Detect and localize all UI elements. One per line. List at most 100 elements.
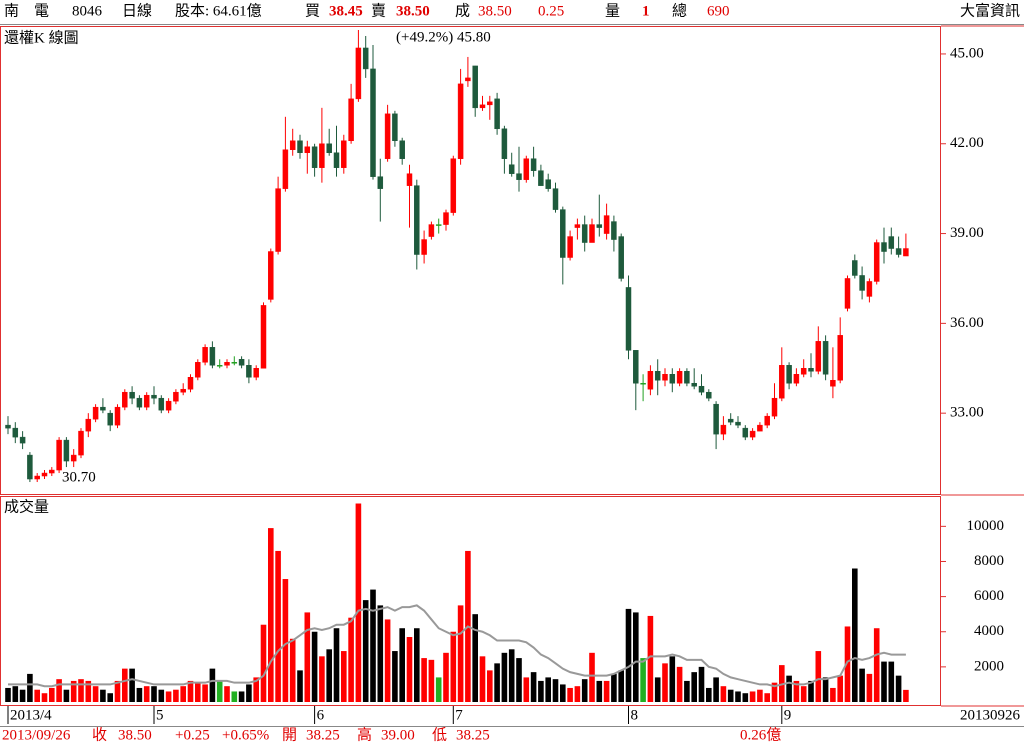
volume-bar — [589, 652, 595, 702]
volume-bar — [122, 668, 128, 702]
y-tick-label: 10000 — [967, 518, 1005, 534]
candle-body — [319, 143, 325, 168]
volume-bar — [895, 675, 902, 702]
candle-body — [800, 368, 807, 375]
candle-body — [297, 140, 303, 153]
ask-label: 賣 — [371, 2, 386, 19]
volume-bar — [764, 693, 770, 702]
volume-bar — [530, 672, 537, 702]
y-tick-label: 2000 — [974, 658, 1004, 674]
candle-body — [713, 403, 719, 435]
y-tick-label: 33.00 — [950, 405, 984, 421]
x-tick-label: 7 — [455, 707, 463, 723]
volume-bar — [757, 689, 763, 702]
volume-bar — [355, 503, 362, 702]
high-label: 高 — [357, 726, 372, 743]
candle-body — [487, 101, 493, 106]
close: 38.50 — [118, 727, 152, 743]
candle-body — [414, 185, 420, 255]
volume-bar — [100, 689, 106, 702]
vendor: 大富資訊 — [960, 1, 1020, 19]
candle-body — [253, 368, 259, 378]
volume-bar — [19, 689, 26, 702]
candle-body — [202, 347, 208, 363]
volume-bar — [450, 631, 457, 702]
open-label: 開 — [282, 727, 297, 743]
volume-bar — [793, 680, 800, 702]
volume-title: 成交量 — [4, 497, 49, 515]
ask: 38.50 — [396, 3, 430, 19]
volume-bar — [5, 687, 11, 702]
volume-bar — [377, 605, 384, 702]
high: 39.00 — [381, 727, 415, 743]
volume-bar — [41, 693, 48, 702]
candle-body — [246, 365, 252, 378]
candle-body — [70, 454, 77, 462]
volume-bar — [107, 693, 113, 702]
candle-body — [450, 158, 457, 213]
candle-body — [136, 397, 143, 408]
volume-bar — [808, 680, 814, 702]
volume-bar — [27, 673, 33, 702]
candle-body — [326, 143, 332, 153]
volume-bar — [647, 615, 654, 702]
volume-bar — [523, 677, 530, 702]
candle-body — [764, 415, 770, 426]
deal: 38.50 — [478, 3, 512, 19]
candle-body — [647, 371, 654, 390]
status-date: 2013/09/26 — [2, 727, 71, 743]
volume-bar — [873, 628, 880, 702]
candle-body — [538, 170, 544, 186]
volume-bar — [180, 686, 186, 702]
volume-bar — [268, 528, 274, 702]
candle-body — [129, 391, 135, 399]
candle-body — [552, 188, 559, 210]
volume-bar — [669, 656, 676, 702]
volume-bar — [684, 680, 690, 702]
volume-bar — [238, 691, 245, 702]
volume-bar — [399, 628, 405, 702]
volume-bar — [830, 687, 836, 702]
candle-body — [720, 424, 727, 435]
candle-body — [78, 430, 84, 456]
candle-body — [333, 152, 340, 168]
candle-body — [895, 248, 902, 255]
candle-body — [523, 158, 530, 180]
candle-body — [494, 98, 500, 130]
candle-body — [85, 418, 92, 432]
candle-body — [472, 65, 478, 109]
volume-bar — [837, 675, 843, 702]
candle-body — [603, 215, 610, 234]
volume-bar — [282, 579, 289, 702]
volume-bar — [297, 670, 303, 702]
candle-body — [676, 371, 683, 384]
volume-bar — [49, 687, 55, 702]
last-date: 20130926 — [960, 707, 1021, 723]
change: +0.25 — [175, 727, 210, 743]
candle-body — [611, 221, 617, 240]
low-label: 低 — [432, 726, 447, 743]
pct: +0.65% — [222, 727, 269, 743]
candle-body — [771, 397, 778, 417]
volume-bar — [633, 612, 639, 702]
volume-bar — [611, 673, 617, 702]
candle-body — [304, 146, 311, 153]
bid: 38.45 — [329, 3, 363, 19]
candle-body — [341, 140, 347, 168]
candle-body — [749, 430, 756, 438]
candle-body — [457, 83, 464, 159]
candle-body — [377, 176, 384, 189]
volume-bar — [406, 637, 413, 702]
volume-bar — [800, 686, 807, 702]
volume-bar — [311, 631, 318, 702]
candle-body — [684, 371, 690, 384]
volume-bar — [538, 680, 544, 702]
volume-bar — [516, 658, 522, 702]
volume-bar — [34, 689, 40, 702]
volume-bar — [326, 649, 332, 702]
volume-bar — [392, 651, 398, 702]
candle-body — [735, 421, 741, 426]
volume-bar — [56, 679, 62, 702]
volume-bar — [435, 677, 442, 702]
candle-body — [625, 287, 632, 351]
